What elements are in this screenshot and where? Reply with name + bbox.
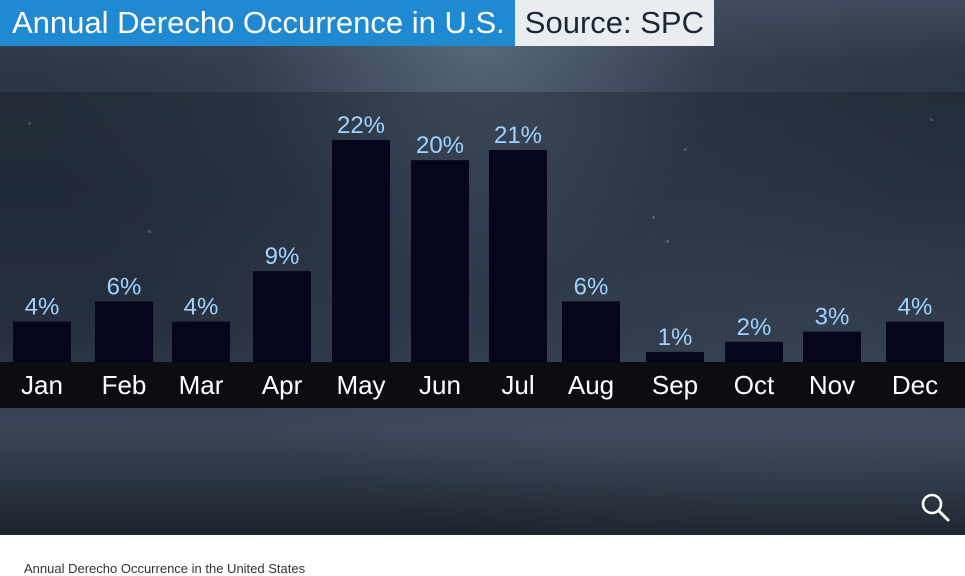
category-label-oct: Oct bbox=[734, 370, 775, 400]
bar-jul bbox=[489, 150, 547, 362]
value-label-jun: 20% bbox=[416, 132, 464, 159]
value-label-mar: 4% bbox=[184, 294, 219, 321]
bar-chart: 4% 6% 4% 9% 22% 20% 21% 6% 1% 2% 3% 4% Jan Feb Mar Apr… bbox=[0, 112, 965, 408]
title-bar: Annual Derecho Occurrence in U.S. Source… bbox=[0, 0, 714, 46]
background-speck bbox=[666, 240, 669, 243]
bar-mar bbox=[172, 321, 230, 362]
magnifier-icon bbox=[921, 493, 950, 522]
bar-oct bbox=[725, 341, 783, 362]
plot-band bbox=[0, 92, 965, 362]
background-speck bbox=[684, 148, 687, 151]
background-speck bbox=[148, 230, 151, 233]
figure-caption: Annual Derecho Occurrence in the United … bbox=[24, 561, 306, 576]
bar-nov bbox=[803, 331, 861, 362]
bar-jan bbox=[13, 321, 71, 362]
background-speck bbox=[28, 122, 31, 125]
value-label-may: 22% bbox=[337, 112, 385, 139]
value-label-sep: 1% bbox=[658, 324, 693, 351]
category-label-jun: Jun bbox=[419, 370, 461, 400]
bar-dec bbox=[886, 321, 944, 362]
value-label-aug: 6% bbox=[574, 273, 609, 300]
bar-sep bbox=[646, 351, 704, 362]
bar-aug bbox=[562, 301, 620, 362]
category-label-nov: Nov bbox=[809, 370, 855, 400]
category-label-aug: Aug bbox=[568, 370, 614, 400]
bar-feb bbox=[95, 301, 153, 362]
chart-source: Source: SPC bbox=[514, 0, 714, 46]
value-label-apr: 9% bbox=[265, 243, 300, 270]
value-label-feb: 6% bbox=[107, 273, 142, 300]
category-label-jan: Jan bbox=[21, 370, 63, 400]
category-labels-group: Jan Feb Mar Apr May Jun Jul Aug Sep Oct Nov Dec bbox=[21, 370, 938, 400]
value-labels-group: 4% 6% 4% 9% 22% 20% 21% 6% 1% 2% 3% 4% bbox=[25, 112, 933, 351]
bars-group bbox=[13, 140, 944, 362]
category-axis-strip bbox=[0, 362, 965, 408]
category-label-jul: Jul bbox=[501, 370, 534, 400]
chart-figure: Annual Derecho Occurrence in U.S. Source… bbox=[0, 0, 965, 535]
value-label-jul: 21% bbox=[494, 122, 542, 149]
category-label-mar: Mar bbox=[179, 370, 224, 400]
value-label-oct: 2% bbox=[737, 314, 772, 341]
category-label-dec: Dec bbox=[892, 370, 938, 400]
chart-title: Annual Derecho Occurrence in U.S. bbox=[0, 0, 515, 46]
zoom-button[interactable] bbox=[918, 490, 952, 524]
category-label-may: May bbox=[336, 370, 385, 400]
value-label-nov: 3% bbox=[815, 304, 850, 331]
background-speck bbox=[652, 216, 655, 219]
bar-apr bbox=[253, 271, 311, 362]
bar-jun bbox=[411, 160, 469, 362]
background-speck bbox=[930, 118, 933, 121]
category-label-feb: Feb bbox=[102, 370, 147, 400]
category-label-apr: Apr bbox=[262, 370, 303, 400]
value-label-jan: 4% bbox=[25, 294, 60, 321]
value-label-dec: 4% bbox=[898, 294, 933, 321]
category-label-sep: Sep bbox=[652, 370, 698, 400]
bar-may bbox=[332, 140, 390, 362]
